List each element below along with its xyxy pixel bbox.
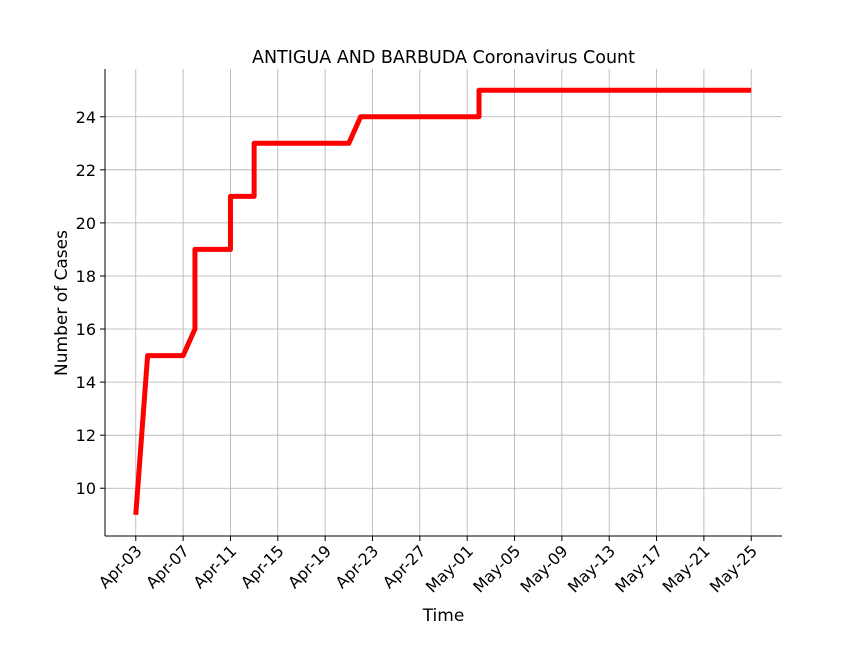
x-axis-ticks: Apr-03Apr-07Apr-11Apr-15Apr-19Apr-23Apr-… <box>95 536 761 597</box>
y-tick-label: 22 <box>76 161 96 180</box>
x-axis-label: Time <box>422 606 465 626</box>
series-group <box>133 87 752 515</box>
x-tick-label: May-25 <box>706 541 761 596</box>
x-tick-label: May-21 <box>659 541 714 596</box>
y-tick-label: 12 <box>76 426 96 445</box>
x-tick-label: Apr-03 <box>95 541 146 592</box>
chart-title: ANTIGUA AND BARBUDA Coronavirus Count <box>252 48 635 68</box>
x-tick-label: May-01 <box>422 541 477 596</box>
x-tick-label: Apr-07 <box>142 541 193 592</box>
x-tick-label: Apr-11 <box>190 541 241 592</box>
x-tick-label: May-05 <box>469 541 524 596</box>
x-tick-label: Apr-19 <box>284 541 335 592</box>
y-axis-label: Number of Cases <box>52 230 72 376</box>
y-tick-label: 18 <box>76 267 96 286</box>
x-tick-label: May-09 <box>517 541 572 596</box>
x-tick-label: Apr-23 <box>332 541 383 592</box>
y-tick-label: 14 <box>76 373 96 392</box>
y-axis-ticks: 10 12 14 16 18 20 22 24 <box>76 108 105 498</box>
axis-spines <box>104 69 782 537</box>
y-tick-label: 16 <box>76 320 96 339</box>
y-tick-label: 10 <box>76 479 96 498</box>
case-count-line <box>133 87 752 515</box>
grid-lines <box>105 69 782 536</box>
x-tick-label: May-17 <box>611 541 666 596</box>
y-tick-label: 20 <box>76 214 96 233</box>
x-tick-label: Apr-15 <box>237 541 288 592</box>
y-tick-label: 24 <box>76 108 96 127</box>
x-tick-label: May-13 <box>564 541 619 596</box>
